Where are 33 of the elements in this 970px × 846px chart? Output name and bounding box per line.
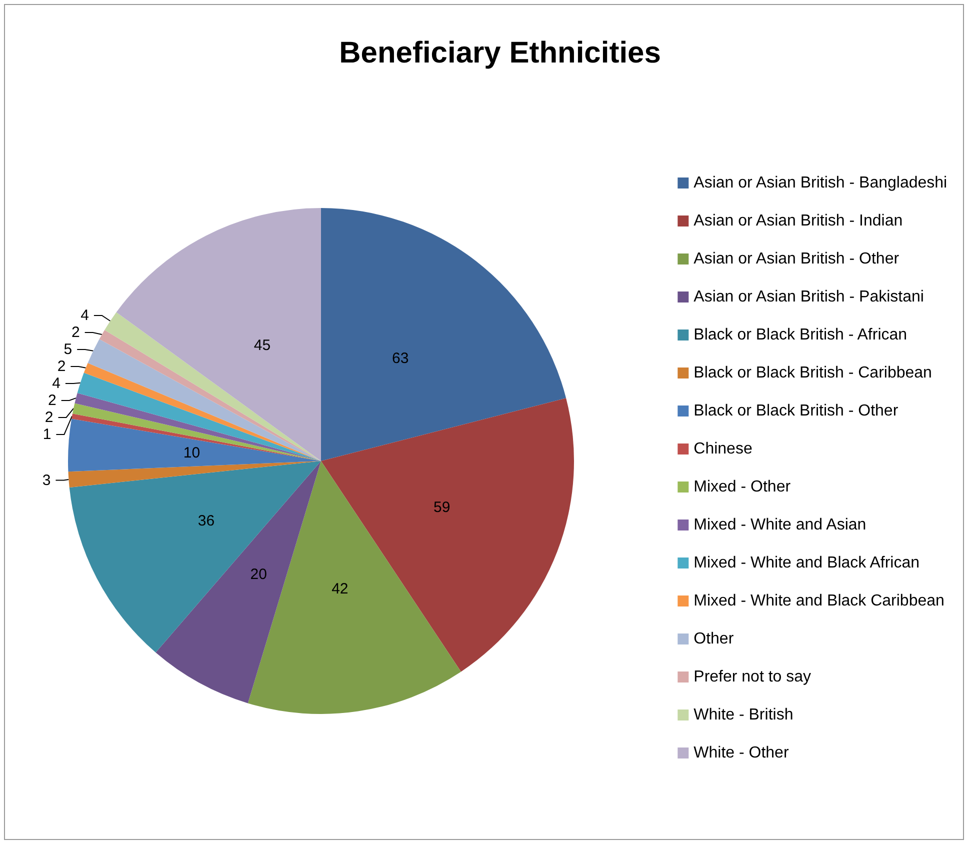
data-label: 45 [254, 337, 271, 354]
legend-label: Mixed - Other [694, 478, 792, 496]
legend-label: Asian or Asian British - Bangladeshi [694, 174, 948, 192]
data-label: 36 [198, 512, 215, 530]
legend-label: Black or Black British - African [694, 326, 908, 344]
chart-title: Beneficiary Ethnicities [339, 36, 661, 70]
data-label: 4 [80, 306, 89, 324]
legend-label: White - Other [694, 744, 790, 762]
legend-label: White - British [694, 706, 794, 724]
legend-label: Black or Black British - Caribbean [694, 364, 932, 382]
legend-label: Asian or Asian British - Indian [694, 212, 903, 230]
legend-label: Asian or Asian British - Other [694, 250, 900, 268]
legend-label: Chinese [694, 440, 752, 458]
data-label: 4 [52, 374, 60, 392]
legend-label: Other [694, 630, 734, 648]
data-label: 20 [250, 566, 267, 583]
data-label: 59 [434, 498, 450, 516]
data-label: 10 [183, 444, 200, 462]
data-label: 5 [64, 340, 72, 358]
data-label: 2 [71, 324, 80, 341]
data-label: 42 [332, 580, 348, 598]
legend-label: Mixed - White and Black African [694, 554, 920, 572]
data-label: 63 [392, 350, 409, 368]
legend-label: Mixed - White and Asian [694, 516, 866, 534]
data-label: 1 [42, 426, 52, 443]
legend-label: Black or Black British - Other [694, 402, 899, 420]
legend-label: Prefer not to say [694, 668, 812, 686]
legend-label: Mixed - White and Black Caribbean [694, 592, 944, 610]
data-label: 2 [44, 408, 54, 426]
legend-label: Asian or Asian British - Pakistani [694, 288, 924, 306]
data-label: 3 [42, 472, 51, 489]
data-label: 2 [48, 392, 56, 409]
data-label: 2 [57, 358, 66, 375]
